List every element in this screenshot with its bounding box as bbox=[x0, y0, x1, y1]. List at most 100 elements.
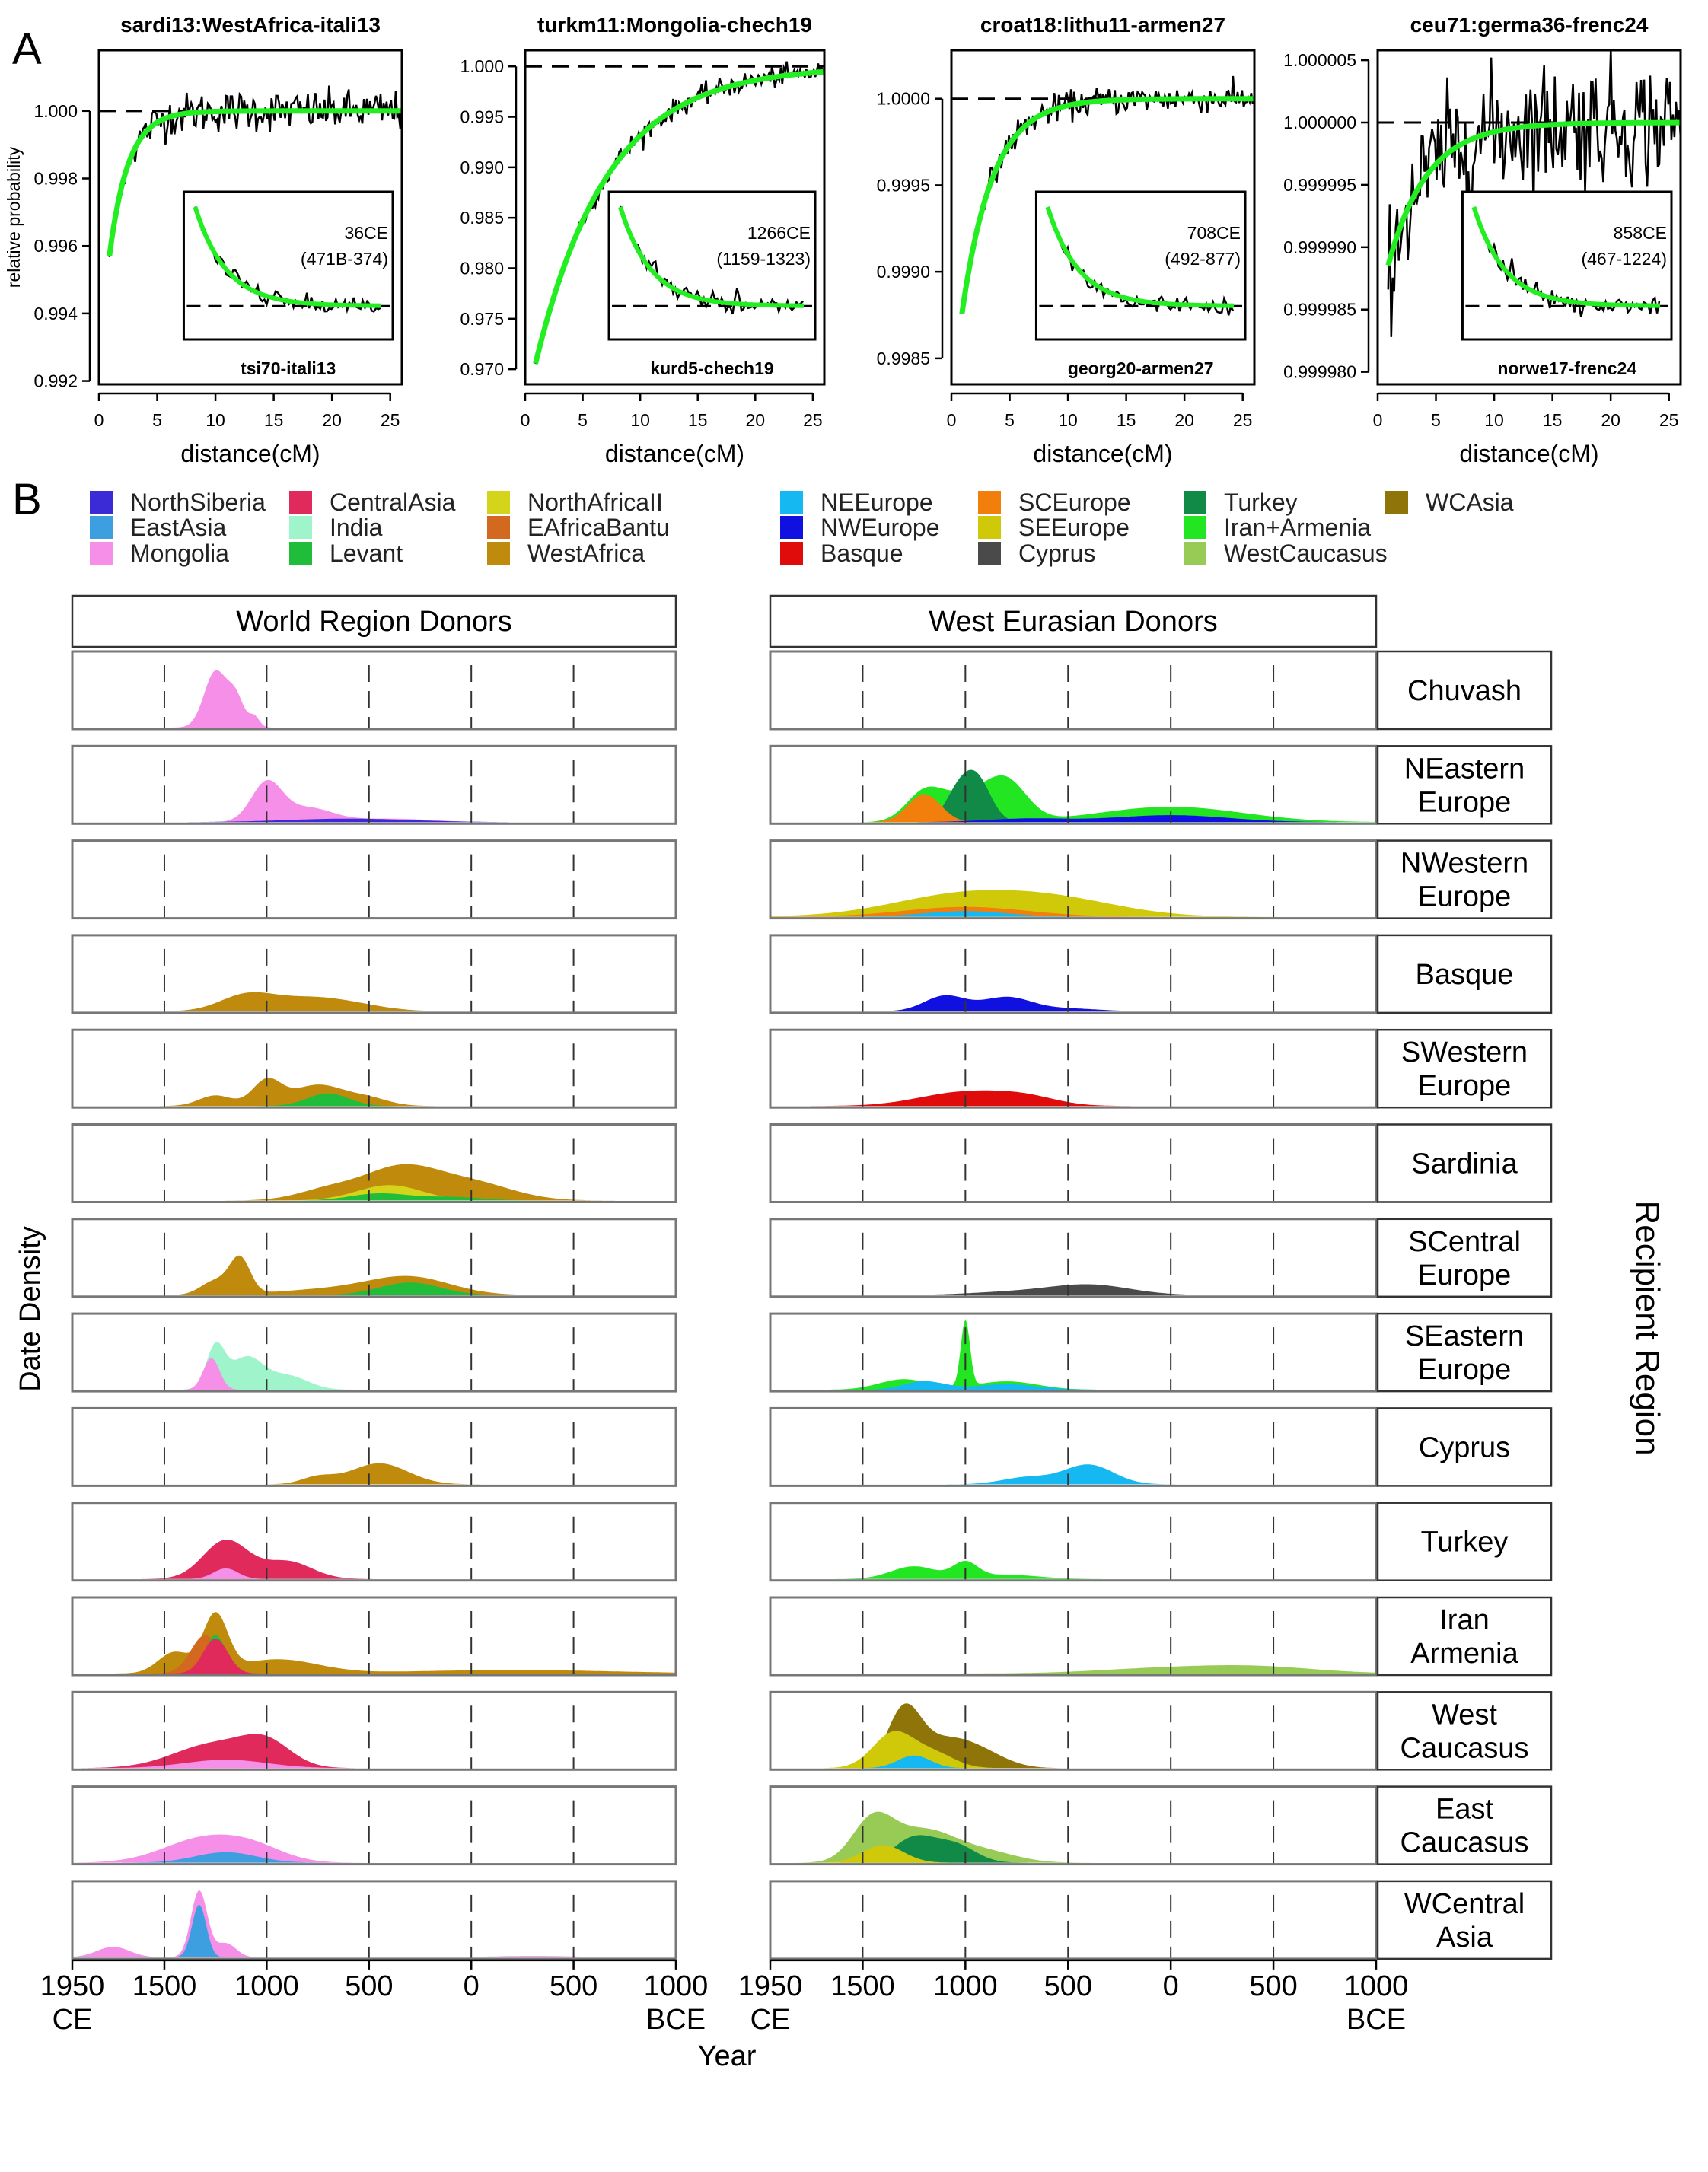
row-label-line1: SEastern bbox=[1405, 1320, 1524, 1352]
density-area-neeurope bbox=[770, 1755, 1376, 1769]
density-area-westafrica bbox=[72, 1255, 676, 1295]
panel-frame bbox=[71, 1502, 677, 1582]
legend-swatch-neeurope bbox=[780, 491, 803, 514]
panel-frame bbox=[769, 1123, 1378, 1203]
row-strip bbox=[1376, 745, 1553, 825]
legend-swatch-nweurope bbox=[780, 516, 803, 539]
panel-frame bbox=[71, 744, 677, 825]
density-area-mongolia bbox=[72, 1760, 676, 1769]
y-tick-label: 1.000005 bbox=[1283, 50, 1356, 70]
x-tick-label: 20 bbox=[1601, 410, 1620, 430]
density-area-westafrica bbox=[72, 1463, 676, 1485]
panel-letter-b: B bbox=[12, 475, 42, 524]
panel-bg bbox=[770, 1218, 1376, 1297]
data-series-line bbox=[1387, 50, 1681, 337]
x-tick-label: 25 bbox=[1233, 410, 1253, 430]
legend: NorthSiberiaEastAsiaMongoliaCentralAsiaI… bbox=[90, 489, 1514, 567]
legend-swatch-westafrica bbox=[487, 542, 510, 565]
x-tick-label: 5 bbox=[1431, 410, 1441, 430]
row-strip bbox=[1376, 650, 1553, 731]
panel-bg bbox=[72, 1502, 676, 1581]
y-tick-label: 1.0000 bbox=[877, 89, 930, 109]
inset-ci: (1159-1323) bbox=[716, 249, 811, 269]
decay-panel-title: croat18:lithu11-armen27 bbox=[980, 13, 1225, 37]
decay-panel-1: sardi13:WestAfrica-itali13 36CE (471B-374)… bbox=[4, 13, 403, 467]
panel-frame bbox=[71, 1406, 677, 1487]
density-area-basque bbox=[770, 1090, 1376, 1107]
panel-bg bbox=[770, 1502, 1376, 1581]
density-area-levant bbox=[72, 1282, 676, 1295]
inset-fit-curve bbox=[1045, 206, 1235, 308]
decay-frame bbox=[950, 49, 1256, 386]
x-tick-label: 0 bbox=[521, 410, 531, 430]
density-area-neeurope bbox=[770, 1464, 1376, 1485]
decay-plot-body bbox=[1378, 50, 1681, 337]
x-tick-label: 20 bbox=[322, 410, 342, 430]
y-tick-label: 0.980 bbox=[460, 258, 504, 278]
x-tick-label: 5 bbox=[578, 410, 588, 430]
inset-fit-curve bbox=[193, 206, 382, 308]
x-tick-label: 15 bbox=[1117, 410, 1136, 430]
x-axis-title: Year bbox=[698, 2040, 757, 2072]
row-label-line1: Iran bbox=[1439, 1604, 1489, 1636]
row-label-line2: Asia bbox=[1436, 1922, 1493, 1954]
decay-frame bbox=[524, 49, 826, 386]
era-label-right: BCE bbox=[646, 2004, 706, 2036]
legend-label-westafrica: WestAfrica bbox=[527, 540, 645, 567]
panel-frame bbox=[71, 650, 677, 731]
legend-swatch-mongolia bbox=[90, 542, 113, 565]
panel-frame bbox=[769, 839, 1378, 920]
x-tick-label: 15 bbox=[688, 410, 708, 430]
panel-bg bbox=[770, 1881, 1376, 1959]
density-area-mongolia bbox=[72, 670, 676, 728]
legend-label-cyprus: Cyprus bbox=[1018, 540, 1095, 567]
year-tick-label: 500 bbox=[1044, 1970, 1092, 2002]
row-label-line2: Europe bbox=[1418, 1260, 1512, 1291]
panel-frame bbox=[769, 1502, 1378, 1582]
legend-swatch-eafricabantu bbox=[487, 516, 510, 539]
legend-label-iran-armenia: Iran+Armenia bbox=[1224, 514, 1371, 541]
y-tick-label: 0.985 bbox=[460, 208, 504, 228]
decay-plot-body bbox=[951, 75, 1254, 314]
x-tick-label: 10 bbox=[630, 410, 650, 430]
year-axis-1: 1950 1500 1000 500 0 500 1000 CE BCE bbox=[40, 1959, 708, 2036]
panel-frame bbox=[769, 1028, 1378, 1109]
inset-box bbox=[1461, 190, 1673, 341]
legend-label-basque: Basque bbox=[821, 540, 903, 567]
density-area-neeurope bbox=[770, 911, 1376, 917]
panel-bg bbox=[72, 651, 676, 729]
y-tick-label: 0.994 bbox=[33, 304, 78, 323]
decay-frame bbox=[97, 49, 403, 386]
legend-label-westcaucasus: WestCaucasus bbox=[1224, 540, 1388, 567]
facet-header-2 bbox=[769, 594, 1378, 648]
era-label-left: CE bbox=[750, 2004, 791, 2036]
year-tick-label: 500 bbox=[1249, 1970, 1297, 2002]
x-tick-label: 20 bbox=[746, 410, 766, 430]
legend-label-india: India bbox=[330, 514, 383, 541]
panel-bg bbox=[72, 746, 676, 824]
legend-swatch-sceurope bbox=[978, 491, 1001, 514]
density-area-northsiberia bbox=[72, 818, 676, 823]
panel-frame bbox=[71, 1312, 677, 1393]
row-label-line1: WCentral bbox=[1404, 1888, 1525, 1920]
y-tick-label: 0.998 bbox=[33, 169, 78, 189]
panel-frame bbox=[71, 1880, 677, 1960]
right-axis-title: Recipient Region bbox=[1629, 1200, 1666, 1455]
density-area-westafrica bbox=[72, 1164, 676, 1201]
density-area-india bbox=[72, 1342, 676, 1390]
legend-label-centralasia: CentralAsia bbox=[330, 489, 456, 516]
legend-swatch-basque bbox=[780, 542, 803, 565]
density-area-eastasia bbox=[72, 1905, 676, 1957]
fit-curve bbox=[533, 68, 824, 365]
row-strip bbox=[1376, 1312, 1553, 1393]
panel-letter-a: A bbox=[12, 24, 42, 74]
year-axis-2: 1950 1500 1000 500 0 500 1000 CE BCE bbox=[738, 1959, 1408, 2036]
x-tick-label: 20 bbox=[1174, 410, 1194, 430]
decay-frame bbox=[1376, 49, 1682, 386]
row-strip bbox=[1376, 1028, 1553, 1109]
inset-date: 708CE bbox=[1187, 223, 1241, 243]
decay-panel-title: sardi13:WestAfrica-itali13 bbox=[120, 13, 381, 37]
x-axis-label: distance(cM) bbox=[180, 440, 320, 467]
